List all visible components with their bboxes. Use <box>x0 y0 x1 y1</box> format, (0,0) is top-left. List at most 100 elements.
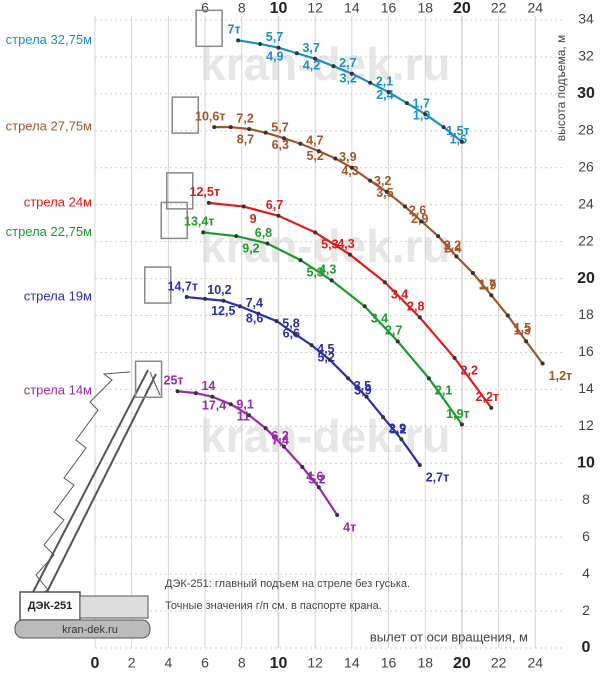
load-point <box>234 234 239 239</box>
load-point <box>210 394 215 399</box>
load-label: 8,7 <box>237 132 254 146</box>
load-point <box>386 90 391 95</box>
load-label: 7,2 <box>236 111 253 125</box>
load-label: 3,7 <box>302 41 319 55</box>
load-point <box>441 125 446 130</box>
load-point <box>524 339 529 344</box>
crane-lattice <box>29 371 131 599</box>
load-label: 12,5 <box>211 304 235 318</box>
load-label: 4,5 <box>317 342 334 356</box>
load-point <box>395 339 400 344</box>
load-point <box>221 298 226 303</box>
load-point <box>454 254 459 259</box>
x-tick-label: 0 <box>91 655 100 672</box>
load-label: 5,3 <box>306 265 323 279</box>
load-label: 9 <box>250 212 257 226</box>
y-tick-label: 30 <box>577 85 595 102</box>
load-point <box>426 376 431 381</box>
load-label: 3,5 <box>376 186 393 200</box>
load-label: 9,1 <box>236 398 253 412</box>
load-point <box>237 304 242 309</box>
series-name: стрела 24м <box>24 194 92 209</box>
load-label: 4,7 <box>306 133 323 147</box>
load-point <box>313 56 318 61</box>
y-tick-label: 10 <box>577 455 595 472</box>
y-tick-label: 26 <box>578 158 594 174</box>
x-tick-label: 4 <box>164 655 172 671</box>
y-tick-label: 4 <box>582 565 590 581</box>
load-point <box>384 189 389 194</box>
load-label: 5,2 <box>308 472 325 486</box>
load-label: 2,6 <box>409 204 426 218</box>
load-point <box>228 125 233 130</box>
load-point <box>349 71 354 76</box>
load-point <box>258 42 263 47</box>
load-point <box>206 200 211 205</box>
load-point <box>247 413 252 418</box>
x-tick-label-top: 24 <box>528 0 544 16</box>
load-point <box>313 230 318 235</box>
load-label: 1,9т <box>446 407 470 421</box>
load-label: 3,2 <box>340 71 357 85</box>
y-tick-label: 12 <box>578 417 594 433</box>
y-tick-label: 0 <box>582 639 591 656</box>
load-label: 7,4 <box>272 433 289 447</box>
load-label: 2,7 <box>385 324 402 338</box>
boom-curve <box>177 390 339 516</box>
load-label: 1,5т <box>446 124 470 138</box>
note: ДЭК-251: главный подъем на стреле без гу… <box>165 578 410 590</box>
crane-drawing <box>14 369 161 639</box>
load-point <box>368 178 373 183</box>
load-point <box>256 311 261 316</box>
x-tick-label: 16 <box>381 655 397 671</box>
y-tick-label: 2 <box>582 602 590 618</box>
load-label: 5,3 <box>321 238 338 252</box>
load-label: 5,7 <box>271 121 288 135</box>
load-point <box>300 464 305 469</box>
load-point <box>274 319 279 324</box>
load-point <box>228 402 233 407</box>
load-label: 2,2т <box>476 390 500 404</box>
load-label: 14 <box>201 379 215 393</box>
x-tick-label-top: 14 <box>344 0 360 16</box>
load-point <box>241 204 246 209</box>
load-label: 6,7 <box>266 198 283 212</box>
y-tick-label: 34 <box>578 11 594 27</box>
load-point <box>505 313 510 318</box>
series-name: стрела 32,75м <box>6 32 92 47</box>
boom-icon <box>134 360 163 399</box>
boom-curve <box>186 295 421 466</box>
load-label: 7т <box>228 23 241 37</box>
load-point <box>333 156 338 161</box>
load-label: 2,4 <box>376 88 393 102</box>
note: Точные значения г/п см. в паспорте крана… <box>165 600 382 612</box>
load-label: 12,5т <box>190 185 220 199</box>
load-point <box>417 463 422 468</box>
load-label: 1,2т <box>549 369 573 383</box>
x-tick-label: 6 <box>201 655 209 671</box>
load-point <box>364 394 369 399</box>
load-point <box>381 415 386 420</box>
x-axis-label: вылет от оси вращения, м <box>370 629 528 644</box>
load-point <box>203 296 208 301</box>
load-label: 9,2 <box>242 241 259 255</box>
boom-icon <box>195 9 223 48</box>
load-point <box>184 295 189 300</box>
load-point <box>175 389 180 394</box>
y-tick-label: 22 <box>578 232 594 248</box>
load-point <box>452 356 457 361</box>
load-label: 2,7 <box>339 56 356 70</box>
load-label: 1,9 <box>413 108 430 122</box>
y-tick-label: 32 <box>578 48 594 64</box>
load-point <box>331 64 336 69</box>
x-tick-label: 14 <box>344 655 360 671</box>
load-point <box>236 38 241 43</box>
crane-boom <box>41 373 157 603</box>
y-tick-label: 24 <box>578 195 594 211</box>
load-point <box>329 278 334 283</box>
crane-track <box>14 619 151 639</box>
load-label: 4,9 <box>266 49 283 63</box>
load-label: 2,9 <box>389 422 406 436</box>
load-point <box>404 101 409 106</box>
load-point <box>459 422 464 427</box>
